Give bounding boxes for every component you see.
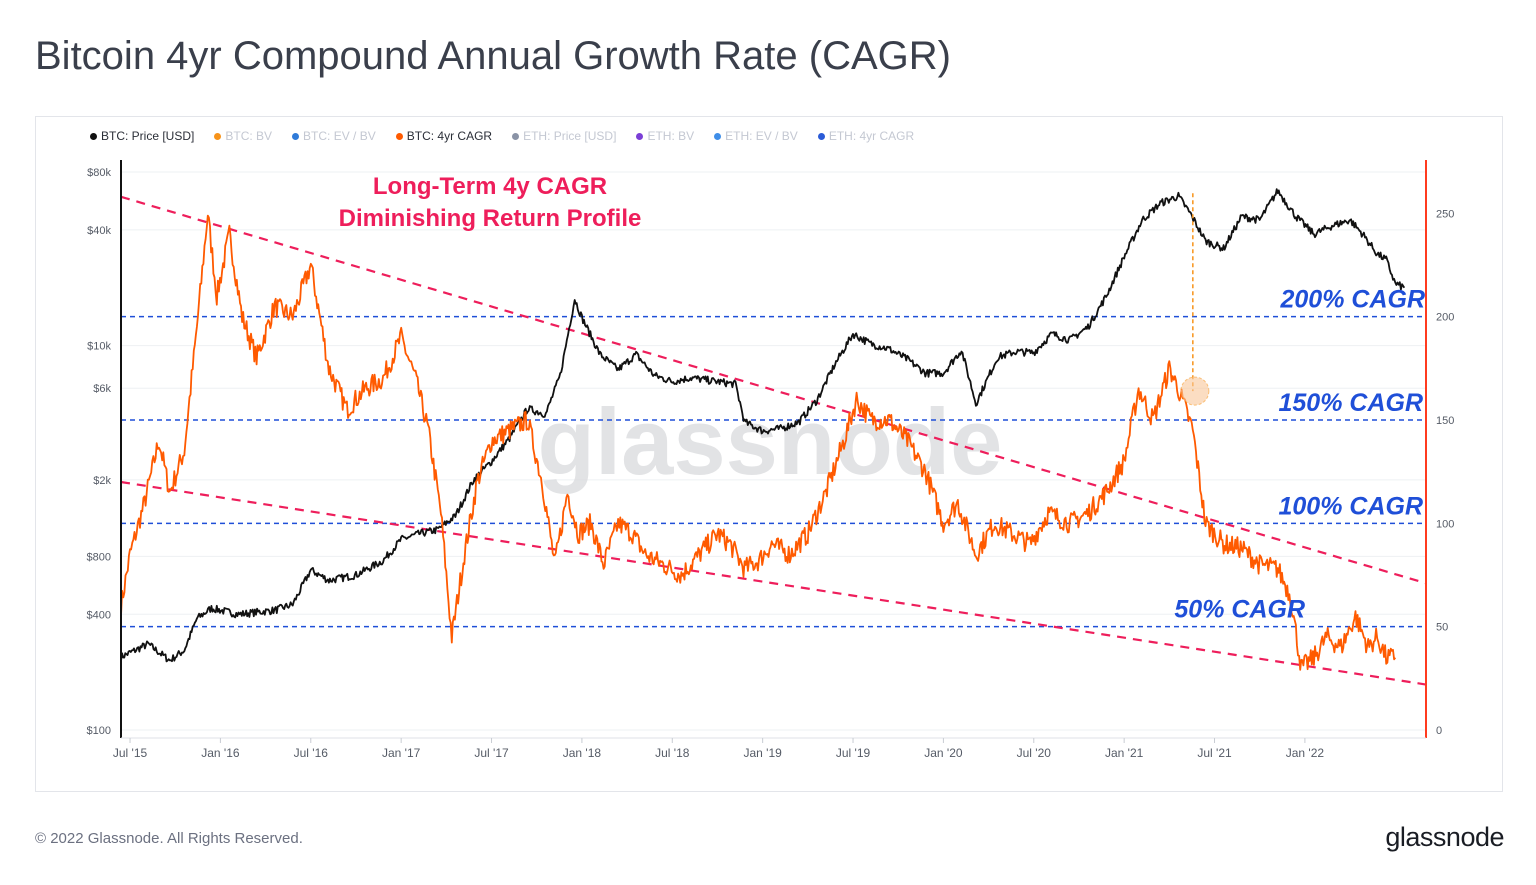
cagr-level-lines [121, 315, 1426, 628]
legend-dot-icon [214, 132, 222, 140]
trend-line-lower [120, 480, 1427, 686]
legend-item[interactable]: ETH: BV [636, 129, 694, 143]
legend-label: ETH: EV / BV [725, 129, 798, 143]
legend-item[interactable]: BTC: 4yr CAGR [395, 129, 493, 143]
trend-lines [120, 195, 1427, 686]
legend-dot-icon [714, 132, 722, 140]
x-tick-label: Jul '20 [1017, 746, 1052, 760]
legend-label: ETH: BV [647, 129, 695, 143]
legend-dot-icon [636, 132, 644, 140]
y-left-tick-label: $2k [93, 475, 111, 487]
y-right-tick-label: 0 [1436, 725, 1442, 737]
y-left-tick-label: $100 [87, 725, 111, 737]
footer-copyright: © 2022 Glassnode. All Rights Reserved. [35, 830, 303, 847]
y-left-tick-label: $6k [93, 383, 111, 395]
y-right-tick-label: 100 [1436, 518, 1454, 530]
y-right-tick-label: 50 [1436, 622, 1448, 634]
cagr-level-labels: 50% CAGR 100% CAGR 150% CAGR 200% CAGR [1174, 286, 1425, 624]
y-right-tick-label: 150 [1436, 415, 1454, 427]
legend-item[interactable]: BTC: Price [USD] [90, 129, 194, 143]
x-tick-label: Jan '18 [563, 746, 602, 760]
legend-label: BTC: 4yr CAGR [406, 129, 493, 143]
watermark-text: glassnode [538, 389, 1003, 494]
y-right-tick-label: 200 [1436, 312, 1454, 324]
x-tick-label: Jan '21 [1105, 746, 1144, 760]
cagr-level-label: 200% CAGR [1280, 286, 1426, 314]
y-right-tick-label: 250 [1436, 208, 1454, 220]
legend-item[interactable]: ETH: 4yr CAGR [817, 129, 915, 143]
axes: $100 $400 $800 $2k $6k $10k $40k $80k 0 50 100 150 2… [87, 160, 1454, 760]
legend-dot-icon [512, 132, 520, 140]
y-left-tick-label: $400 [87, 609, 111, 621]
legend-label: BTC: EV / BV [303, 129, 376, 143]
x-tick-label: Jan '20 [924, 746, 963, 760]
y-left-tick-label: $800 [87, 551, 111, 563]
peak-highlight-circle [1180, 376, 1210, 406]
legend-label: ETH: 4yr CAGR [828, 129, 915, 143]
x-tick-label: Jul '16 [294, 746, 329, 760]
cagr-level-label: 100% CAGR [1279, 492, 1424, 520]
trend-line-upper [120, 195, 1427, 585]
x-tick-label: Jan '16 [201, 746, 240, 760]
x-tick-label: Jul '21 [1197, 746, 1232, 760]
legend-item[interactable]: ETH: Price [USD] [512, 129, 616, 143]
annotation-line-1: Long-Term 4y CAGR [373, 173, 607, 200]
x-tick-label: Jul '19 [836, 746, 871, 760]
x-tick-label: Jan '17 [382, 746, 421, 760]
legend-item[interactable]: ETH: EV / BV [714, 129, 798, 143]
page-title: Bitcoin 4yr Compound Annual Growth Rate … [35, 34, 951, 78]
x-tick-label: Jan '19 [743, 746, 782, 760]
brand-logo-text[interactable]: glassnode [1385, 822, 1504, 852]
legend-label: BTC: BV [225, 129, 273, 143]
x-tick-label: Jan '22 [1286, 746, 1325, 760]
peak-marker [1180, 193, 1210, 406]
x-tick-label: Jul '17 [474, 746, 509, 760]
legend-label: ETH: Price [USD] [523, 129, 617, 143]
cagr-level-label: 50% CAGR [1174, 596, 1305, 624]
legend-dot-icon [395, 132, 403, 140]
chart-legend[interactable]: BTC: Price [USD] BTC: BV BTC: EV / BV BTC: … [90, 129, 914, 143]
btc-price-line [120, 188, 1406, 663]
legend-label: BTC: Price [USD] [101, 129, 195, 143]
y-left-tick-label: $10k [87, 341, 111, 353]
legend-item[interactable]: BTC: BV [214, 129, 272, 143]
cagr-level-label: 150% CAGR [1279, 389, 1424, 417]
grid-lines [121, 171, 1426, 731]
y-left-tick-label: $80k [87, 167, 111, 179]
legend-dot-icon [292, 132, 300, 140]
x-tick-label: Jul '18 [655, 746, 690, 760]
legend-dot-icon [90, 132, 97, 140]
x-tick-label: Jul '15 [113, 746, 148, 760]
annotation-line-2: Diminishing Return Profile [339, 205, 642, 232]
chart-panel [35, 116, 1503, 792]
legend-dot-icon [817, 132, 825, 140]
legend-item[interactable]: BTC: EV / BV [292, 129, 376, 143]
y-left-tick-label: $40k [87, 225, 111, 237]
